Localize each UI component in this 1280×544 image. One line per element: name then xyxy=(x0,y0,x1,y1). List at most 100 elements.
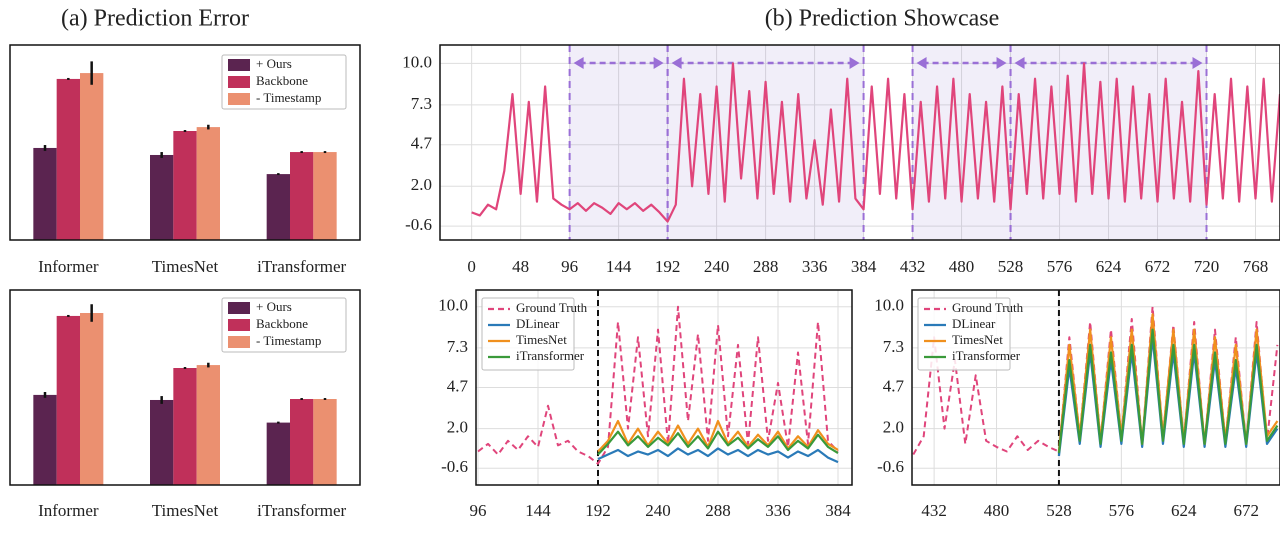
bar xyxy=(266,174,290,240)
legend-label: - Timestamp xyxy=(256,333,321,348)
series-line xyxy=(477,305,839,465)
panel-title: (b) Prediction Showcase xyxy=(765,6,1000,32)
legend-label: Backbone xyxy=(256,316,308,331)
y-tick-label: 10.0 xyxy=(874,296,904,315)
bar xyxy=(173,368,197,485)
y-tick-label: 10.0 xyxy=(438,296,468,315)
x-tick-label: TimesNet xyxy=(152,257,219,276)
legend-box xyxy=(221,297,347,353)
bar xyxy=(290,399,314,485)
legend-swatch xyxy=(228,59,250,71)
series-line xyxy=(471,62,1280,223)
legend: + Ours Backbone - Timestamp xyxy=(221,54,347,110)
x-tick-label: 240 xyxy=(645,501,671,520)
x-tick-label: Informer xyxy=(38,257,99,276)
bar xyxy=(173,130,197,240)
legend-label: - Timestamp xyxy=(256,90,321,105)
plot-area xyxy=(440,45,1280,240)
highlight-span xyxy=(912,45,1011,240)
highlight-span xyxy=(667,45,864,240)
legend-label: + Ours xyxy=(256,56,292,71)
legend-box xyxy=(917,297,1011,371)
x-tick-label: 144 xyxy=(525,501,551,520)
x-tick-label: Informer xyxy=(38,501,99,520)
bar xyxy=(56,315,80,485)
series-line xyxy=(1057,328,1279,454)
x-tick-label: 528 xyxy=(1046,501,1072,520)
legend-label: + Ours xyxy=(256,299,292,314)
plot-frame xyxy=(911,289,1280,486)
highlight-span xyxy=(569,45,668,240)
x-tick-label: 432 xyxy=(921,501,947,520)
y-tick-label: -0.6 xyxy=(877,457,904,476)
plot-frame xyxy=(9,289,361,486)
x-tick-label: iTransformer xyxy=(257,257,346,276)
y-tick-label: 2.0 xyxy=(411,175,432,194)
bar xyxy=(290,152,314,240)
x-tick-label: 96 xyxy=(561,257,578,276)
x-tick-label: 96 xyxy=(470,501,487,520)
y-tick-label: -0.6 xyxy=(441,457,468,476)
x-tick-label: 528 xyxy=(998,257,1024,276)
legend-swatch xyxy=(228,319,250,331)
series-line xyxy=(597,419,839,453)
y-tick-label: -0.6 xyxy=(405,215,432,234)
legend-swatch xyxy=(228,76,250,88)
x-tick-label: TimesNet xyxy=(152,501,219,520)
y-tick-label: 10.0 xyxy=(402,52,432,71)
x-tick-label: 336 xyxy=(765,501,791,520)
x-tick-label: 480 xyxy=(984,501,1010,520)
x-tick-label: 624 xyxy=(1171,501,1197,520)
highlight-span xyxy=(1010,45,1207,240)
x-tick-label: 192 xyxy=(655,257,681,276)
bar xyxy=(80,313,104,485)
y-tick-label: 7.3 xyxy=(447,337,468,356)
x-tick-label: 768 xyxy=(1243,257,1269,276)
x-tick-label: 288 xyxy=(753,257,779,276)
legend-swatch xyxy=(228,336,250,348)
plot-frame xyxy=(439,44,1280,241)
x-tick-label: 576 xyxy=(1109,501,1135,520)
x-tick-label: 240 xyxy=(704,257,730,276)
x-tick-label: 432 xyxy=(900,257,926,276)
x-tick-label: 672 xyxy=(1145,257,1171,276)
bar xyxy=(266,422,290,485)
y-tick-label: 2.0 xyxy=(883,418,904,437)
x-tick-label: 0 xyxy=(467,257,476,276)
arrow-head xyxy=(916,57,1007,69)
legend-box xyxy=(481,297,575,371)
x-tick-label: 576 xyxy=(1047,257,1073,276)
bar xyxy=(150,399,174,485)
x-tick-label: 144 xyxy=(606,257,632,276)
x-tick-label: 384 xyxy=(825,501,851,520)
y-tick-label: 2.0 xyxy=(447,418,468,437)
x-tick-label: 720 xyxy=(1194,257,1220,276)
x-tick-label: 336 xyxy=(802,257,828,276)
bar xyxy=(150,154,174,240)
bar xyxy=(33,147,57,240)
bar xyxy=(33,394,57,485)
arrow-head xyxy=(573,57,664,69)
y-tick-label: 4.7 xyxy=(447,376,469,395)
bar xyxy=(313,152,337,240)
legend: + Ours Backbone - Timestamp xyxy=(221,297,347,353)
x-tick-label: 384 xyxy=(851,257,877,276)
legend-label: Ground Truth xyxy=(516,300,588,315)
panel-title: (a) Prediction Error xyxy=(61,6,249,32)
y-tick-label: 4.7 xyxy=(411,134,433,153)
bar xyxy=(313,399,337,485)
plot-frame xyxy=(9,44,361,241)
x-tick-label: 288 xyxy=(705,501,731,520)
x-tick-label: 672 xyxy=(1233,501,1259,520)
legend-label: Backbone xyxy=(256,73,308,88)
y-tick-label: 4.7 xyxy=(883,376,905,395)
legend-label: TimesNet xyxy=(952,332,1003,347)
x-tick-label: iTransformer xyxy=(257,501,346,520)
bar xyxy=(196,365,220,485)
legend-label: DLinear xyxy=(516,316,560,331)
y-tick-label: 7.3 xyxy=(883,337,904,356)
legend-label: Ground Truth xyxy=(952,300,1024,315)
x-tick-label: 480 xyxy=(949,257,975,276)
